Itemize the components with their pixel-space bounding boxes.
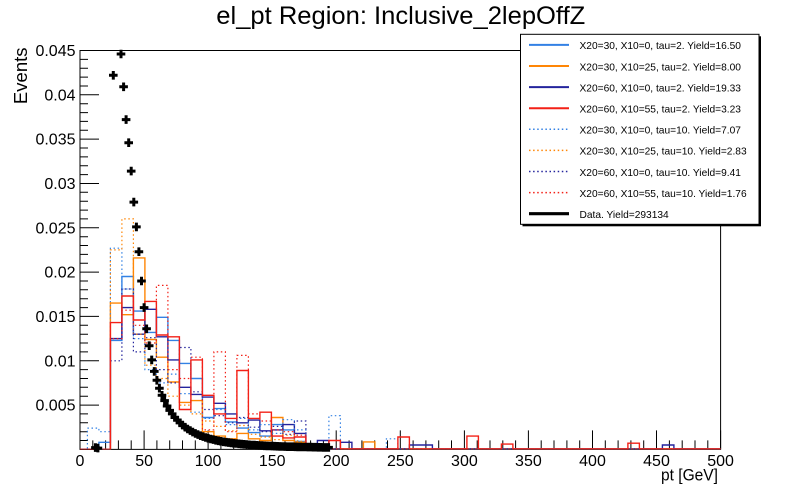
svg-text:X20=30, X10=0, tau=10. Yield=7: X20=30, X10=0, tau=10. Yield=7.07 (580, 126, 742, 137)
svg-text:0.01: 0.01 (44, 353, 75, 370)
svg-text:0.025: 0.025 (35, 220, 75, 237)
svg-text:X20=30, X10=25, tau=10. Yield=: X20=30, X10=25, tau=10. Yield=2.83 (580, 147, 747, 158)
svg-text:350: 350 (515, 453, 542, 470)
svg-text:150: 150 (259, 453, 286, 470)
svg-text:0: 0 (76, 453, 85, 470)
svg-text:0.03: 0.03 (44, 176, 75, 193)
svg-text:X20=30, X10=0, tau=2. Yield=16: X20=30, X10=0, tau=2. Yield=16.50 (580, 41, 742, 52)
svg-text:X20=60, X10=0, tau=2. Yield=19: X20=60, X10=0, tau=2. Yield=19.33 (580, 83, 742, 94)
svg-text:200: 200 (323, 453, 350, 470)
svg-text:X20=60, X10=55, tau=10. Yield=: X20=60, X10=55, tau=10. Yield=1.76 (580, 189, 747, 200)
svg-text:0.015: 0.015 (35, 309, 75, 326)
svg-text:0.04: 0.04 (44, 87, 75, 104)
svg-text:X20=30, X10=25, tau=2. Yield=8: X20=30, X10=25, tau=2. Yield=8.00 (580, 62, 742, 73)
svg-text:400: 400 (579, 453, 606, 470)
svg-text:0.035: 0.035 (35, 132, 75, 149)
svg-text:0.005: 0.005 (35, 398, 75, 415)
svg-text:500: 500 (707, 453, 734, 470)
svg-text:300: 300 (451, 453, 478, 470)
svg-text:250: 250 (387, 453, 414, 470)
svg-text:X20=60, X10=0, tau=10. Yield=9: X20=60, X10=0, tau=10. Yield=9.41 (580, 168, 742, 179)
svg-text:Events: Events (10, 48, 31, 105)
svg-text:pt [GeV]: pt [GeV] (661, 465, 718, 484)
svg-text:Data. Yield=293134: Data. Yield=293134 (580, 210, 670, 221)
svg-text:50: 50 (135, 453, 153, 470)
svg-text:100: 100 (195, 453, 222, 470)
svg-text:450: 450 (643, 453, 670, 470)
svg-text:0.045: 0.045 (35, 43, 75, 60)
svg-text:el_pt Region: Inclusive_2lepOf: el_pt Region: Inclusive_2lepOffZ (216, 2, 585, 30)
svg-text:X20=60, X10=55, tau=2. Yield=3: X20=60, X10=55, tau=2. Yield=3.23 (580, 105, 742, 116)
svg-text:0.02: 0.02 (44, 265, 75, 282)
